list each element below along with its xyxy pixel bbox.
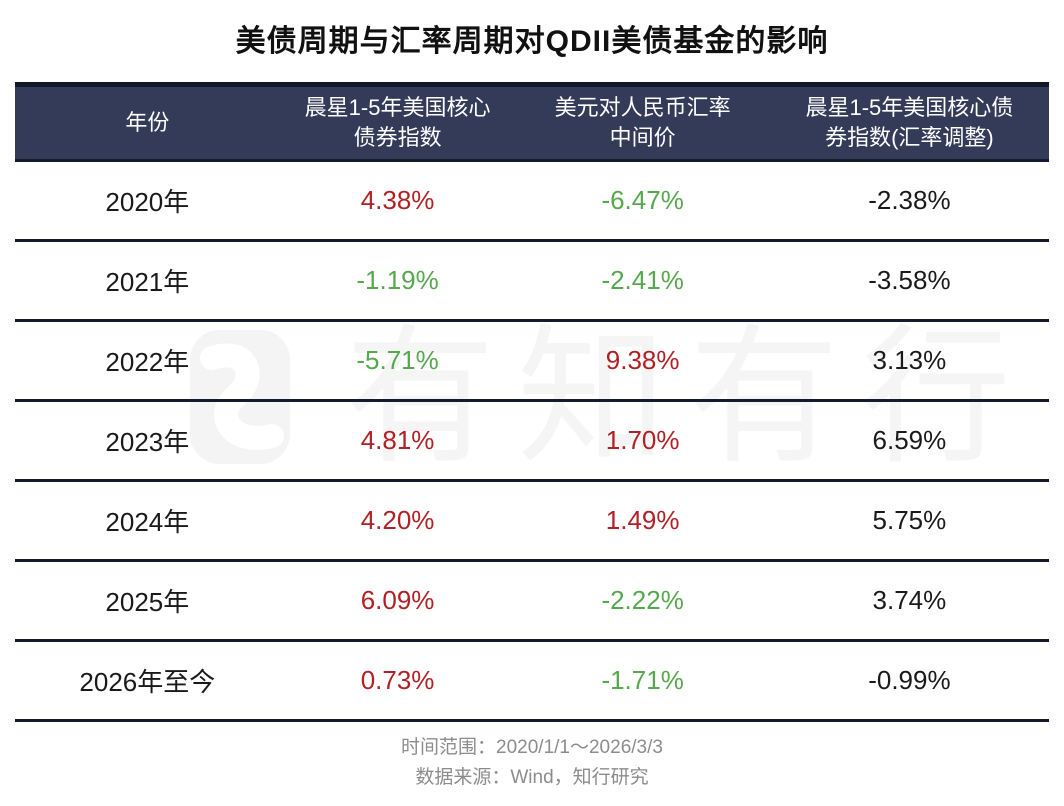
year-cell: 2022年 <box>105 347 190 377</box>
header-bond-index-fx-adjusted: 晨星1-5年美国核心债 券指数(汇率调整) <box>805 95 1014 150</box>
data-table: 年份 晨星1-5年美国核心 债券指数 美元对人民币汇率 中间价 晨星1-5年美国… <box>15 82 1049 722</box>
table-row: 2020年 4.38% -6.47% -2.38% <box>15 162 1049 242</box>
table-header-row: 年份 晨星1-5年美国核心 债券指数 美元对人民币汇率 中间价 晨星1-5年美国… <box>15 82 1049 162</box>
value-cell: -1.71% <box>601 665 684 695</box>
page-title: 美债周期与汇率周期对QDII美债基金的影响 <box>235 25 829 58</box>
value-cell: 1.49% <box>605 505 680 535</box>
footer-notes: 时间范围：2020/1/1～2026/3/3 数据来源：Wind，知行研究 <box>0 733 1064 793</box>
header-bond-index: 晨星1-5年美国核心 债券指数 <box>304 95 491 150</box>
value-cell: -1.19% <box>356 265 439 295</box>
value-cell: 9.38% <box>605 345 680 375</box>
value-cell: -2.41% <box>601 265 684 295</box>
value-cell: -2.38% <box>868 185 951 215</box>
value-cell: 5.75% <box>872 505 947 535</box>
year-cell: 2025年 <box>105 587 190 617</box>
value-cell: 6.59% <box>872 425 947 455</box>
year-cell: 2024年 <box>105 507 190 537</box>
value-cell: -3.58% <box>868 265 951 295</box>
table-row: 2023年 4.81% 1.70% 6.59% <box>15 402 1049 482</box>
table-row: 2024年 4.20% 1.49% 5.75% <box>15 482 1049 562</box>
header-fx-rate: 美元对人民币汇率 中间价 <box>554 95 731 150</box>
data-source-note: 数据来源：Wind，知行研究 <box>415 767 649 788</box>
table-row: 2026年至今 0.73% -1.71% -0.99% <box>15 642 1049 722</box>
year-cell: 2020年 <box>105 187 190 217</box>
table-row: 2022年 -5.71% 9.38% 3.13% <box>15 322 1049 402</box>
value-cell: 0.73% <box>360 665 435 695</box>
value-cell: -6.47% <box>601 185 684 215</box>
value-cell: 3.74% <box>872 585 947 615</box>
value-cell: 6.09% <box>360 585 435 615</box>
year-cell: 2026年至今 <box>79 667 216 697</box>
header-year: 年份 <box>125 110 170 135</box>
value-cell: -2.22% <box>601 585 684 615</box>
value-cell: -5.71% <box>356 345 439 375</box>
year-cell: 2021年 <box>105 267 190 297</box>
value-cell: 4.38% <box>360 185 435 215</box>
value-cell: -0.99% <box>868 665 951 695</box>
year-cell: 2023年 <box>105 427 190 457</box>
value-cell: 3.13% <box>872 345 947 375</box>
table-row: 2025年 6.09% -2.22% 3.74% <box>15 562 1049 642</box>
time-range-note: 时间范围：2020/1/1～2026/3/3 <box>401 737 663 758</box>
value-cell: 4.81% <box>360 425 435 455</box>
value-cell: 4.20% <box>360 505 435 535</box>
table-row: 2021年 -1.19% -2.41% -3.58% <box>15 242 1049 322</box>
value-cell: 1.70% <box>605 425 680 455</box>
